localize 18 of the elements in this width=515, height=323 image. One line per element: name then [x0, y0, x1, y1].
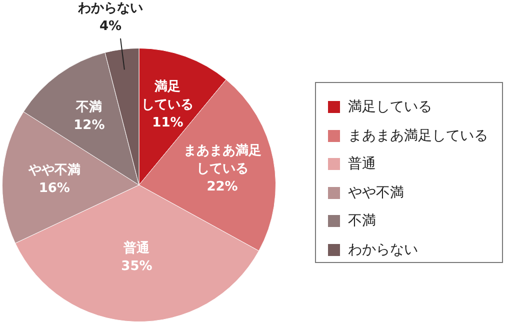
legend-label: 不満: [348, 212, 376, 230]
slice-label: 不満: [75, 100, 102, 115]
data-label: 12%: [74, 118, 105, 133]
data-label: 11%: [152, 116, 184, 131]
data-label: 16%: [38, 181, 70, 196]
legend-label: わからない: [348, 240, 418, 259]
legend-label: 満足している: [348, 98, 432, 116]
data-label: 4%: [99, 18, 122, 34]
legend-label: 普通: [348, 155, 376, 174]
legend-label: まあまあ満足している: [348, 126, 488, 145]
slice-label: やや不満: [27, 163, 80, 178]
slice-label: まあまあ満足している: [183, 143, 262, 176]
slice-label: 満足している: [142, 80, 194, 113]
data-label: 22%: [206, 179, 238, 194]
slice-label: わからない: [76, 0, 143, 16]
slice-label: 普通: [122, 240, 151, 256]
data-label: 35%: [121, 258, 152, 274]
legend-label: やや不満: [348, 184, 404, 202]
